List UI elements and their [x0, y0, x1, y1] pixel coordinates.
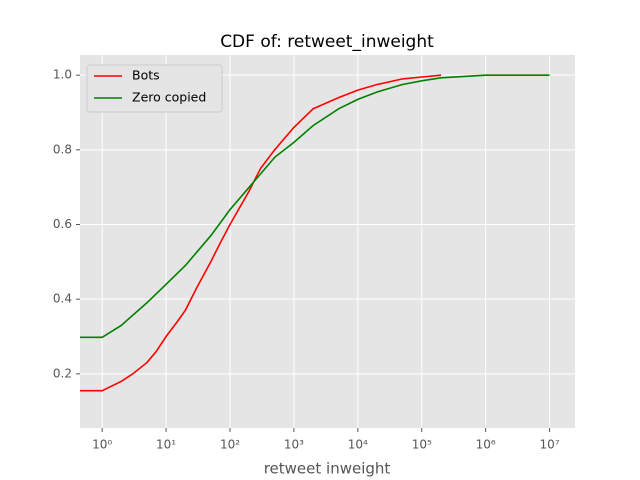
y-tick-label: 0.8 [53, 142, 72, 156]
x-tick-label: 10³ [284, 438, 304, 452]
y-tick-label: 0.4 [53, 292, 72, 306]
x-tick-label: 10¹ [156, 438, 176, 452]
x-tick-label: 10⁷ [540, 438, 560, 452]
y-tick-label: 1.0 [53, 68, 72, 82]
y-tick-label: 0.6 [53, 217, 72, 231]
y-tick-label: 0.2 [53, 366, 72, 380]
x-tick-label: 10² [220, 438, 240, 452]
series-line [80, 74, 550, 339]
x-tick-label: 10⁰ [92, 438, 112, 452]
series-line [80, 74, 442, 392]
legend-label: Bots [132, 68, 160, 83]
legend-label: Zero copied [132, 90, 206, 105]
plot-area [80, 55, 575, 428]
x-axis-label: retweet inweight [264, 460, 391, 478]
x-tick-label: 10⁵ [412, 438, 432, 452]
x-tick-label: 10⁶ [476, 438, 496, 452]
chart-title: CDF of: retweet_inweight [220, 32, 434, 52]
x-tick-label: 10⁴ [348, 438, 368, 452]
